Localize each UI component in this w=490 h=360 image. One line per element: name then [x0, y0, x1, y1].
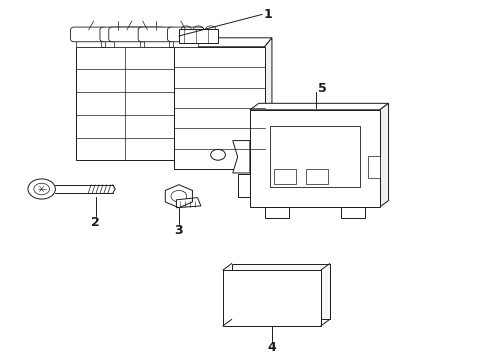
Bar: [76, 47, 174, 160]
FancyBboxPatch shape: [109, 27, 145, 42]
Polygon shape: [238, 174, 250, 197]
Bar: [270, 126, 360, 187]
Bar: [173, 37, 198, 47]
Bar: [174, 47, 265, 169]
Polygon shape: [250, 103, 389, 110]
Bar: [260, 133, 279, 155]
Bar: [306, 169, 328, 184]
Bar: [232, 264, 330, 319]
FancyBboxPatch shape: [138, 27, 174, 42]
Text: 4: 4: [268, 341, 276, 354]
Bar: [341, 207, 365, 218]
Polygon shape: [265, 38, 272, 169]
Circle shape: [28, 179, 55, 199]
Polygon shape: [176, 198, 201, 208]
Bar: [274, 169, 296, 184]
Bar: [265, 207, 289, 218]
Circle shape: [269, 140, 280, 148]
Text: 2: 2: [91, 216, 100, 229]
FancyBboxPatch shape: [129, 27, 166, 42]
Bar: [135, 37, 160, 47]
Bar: [179, 29, 218, 43]
Text: 3: 3: [174, 224, 183, 237]
Polygon shape: [233, 140, 250, 173]
Circle shape: [171, 190, 187, 202]
Circle shape: [34, 183, 49, 195]
Polygon shape: [380, 103, 389, 207]
FancyBboxPatch shape: [71, 27, 107, 42]
Bar: [114, 37, 140, 47]
Text: 5: 5: [318, 82, 326, 95]
Bar: [144, 37, 169, 47]
Bar: [250, 110, 380, 207]
Bar: [76, 37, 101, 47]
Bar: [105, 37, 131, 47]
FancyBboxPatch shape: [100, 27, 136, 42]
Polygon shape: [174, 38, 272, 47]
Bar: [368, 156, 380, 178]
FancyBboxPatch shape: [168, 27, 204, 42]
Circle shape: [211, 149, 225, 160]
Bar: [223, 270, 321, 326]
Text: 1: 1: [264, 8, 272, 21]
